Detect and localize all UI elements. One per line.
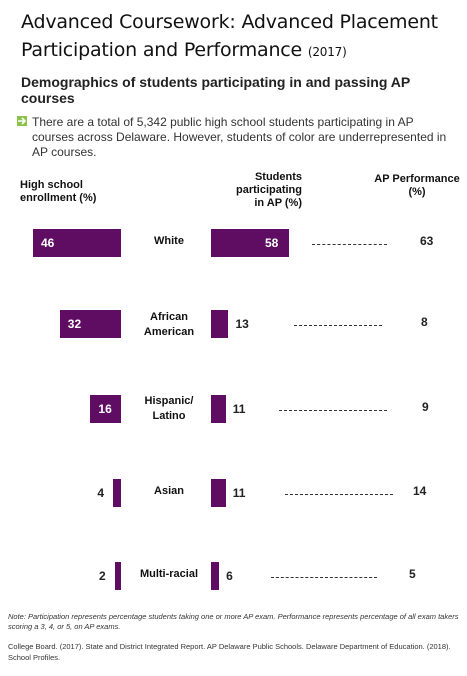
- category-label: White: [154, 235, 184, 247]
- performance-value-label: 5: [409, 567, 416, 581]
- participation-bar: [211, 310, 229, 338]
- leader-line: [279, 410, 387, 411]
- leader-line: [294, 325, 382, 326]
- leader-line: [312, 244, 387, 245]
- participation-bar: [211, 395, 226, 423]
- enrollment-value-label: 32: [67, 317, 82, 331]
- participation-bar: [211, 229, 289, 257]
- category-label: Multi-racial: [139, 568, 199, 580]
- category-label: Asian: [154, 485, 184, 497]
- header-enrollment: High school enrollment (%): [20, 179, 97, 204]
- category-label: African American: [143, 311, 195, 338]
- enrollment-bar: [33, 229, 121, 257]
- performance-value-label: 14: [413, 484, 427, 498]
- title-year: (2017): [307, 45, 347, 59]
- enrollment-value-label: 4: [97, 486, 105, 500]
- enrollment-bar: [90, 395, 121, 423]
- title-main: Advanced Coursework: Advanced Placement …: [21, 11, 438, 61]
- summary-text: There are a total of 5,342 public high s…: [32, 115, 447, 159]
- enrollment-bar: [115, 562, 121, 590]
- participation-value-label: 13: [235, 317, 249, 331]
- enrollment-value-label: 2: [99, 569, 106, 583]
- enrollment-value-label: 16: [98, 402, 112, 416]
- source-citation: College Board. (2017). State and Distric…: [8, 642, 451, 662]
- performance-value-label: 8: [421, 315, 428, 329]
- participation-value-label: 11: [232, 486, 246, 500]
- header-performance: AP Performance (%): [374, 173, 460, 198]
- performance-value-label: 63: [420, 234, 434, 248]
- leader-line: [271, 577, 377, 578]
- participation-value-label: 58: [265, 236, 279, 250]
- participation-bar: [211, 562, 220, 590]
- performance-value-label: 9: [422, 400, 429, 414]
- participation-bar: [211, 479, 226, 507]
- chart-subtitle: Demographics of students participating i…: [21, 74, 410, 106]
- enrollment-value-label: 46: [41, 236, 55, 250]
- enrollment-bar: [113, 479, 121, 507]
- category-label: Hispanic/ Latino: [144, 395, 194, 422]
- participation-value-label: 6: [226, 569, 233, 583]
- leader-line: [285, 494, 393, 495]
- header-participating: Students participating in AP (%): [235, 171, 302, 209]
- participation-value-label: 11: [232, 402, 246, 416]
- footnote: Note: Participation represents percentag…: [8, 612, 459, 631]
- arrow-right-icon: [17, 116, 27, 126]
- page-title: Advanced Coursework: Advanced Placement …: [21, 8, 461, 66]
- enrollment-bar: [59, 310, 121, 338]
